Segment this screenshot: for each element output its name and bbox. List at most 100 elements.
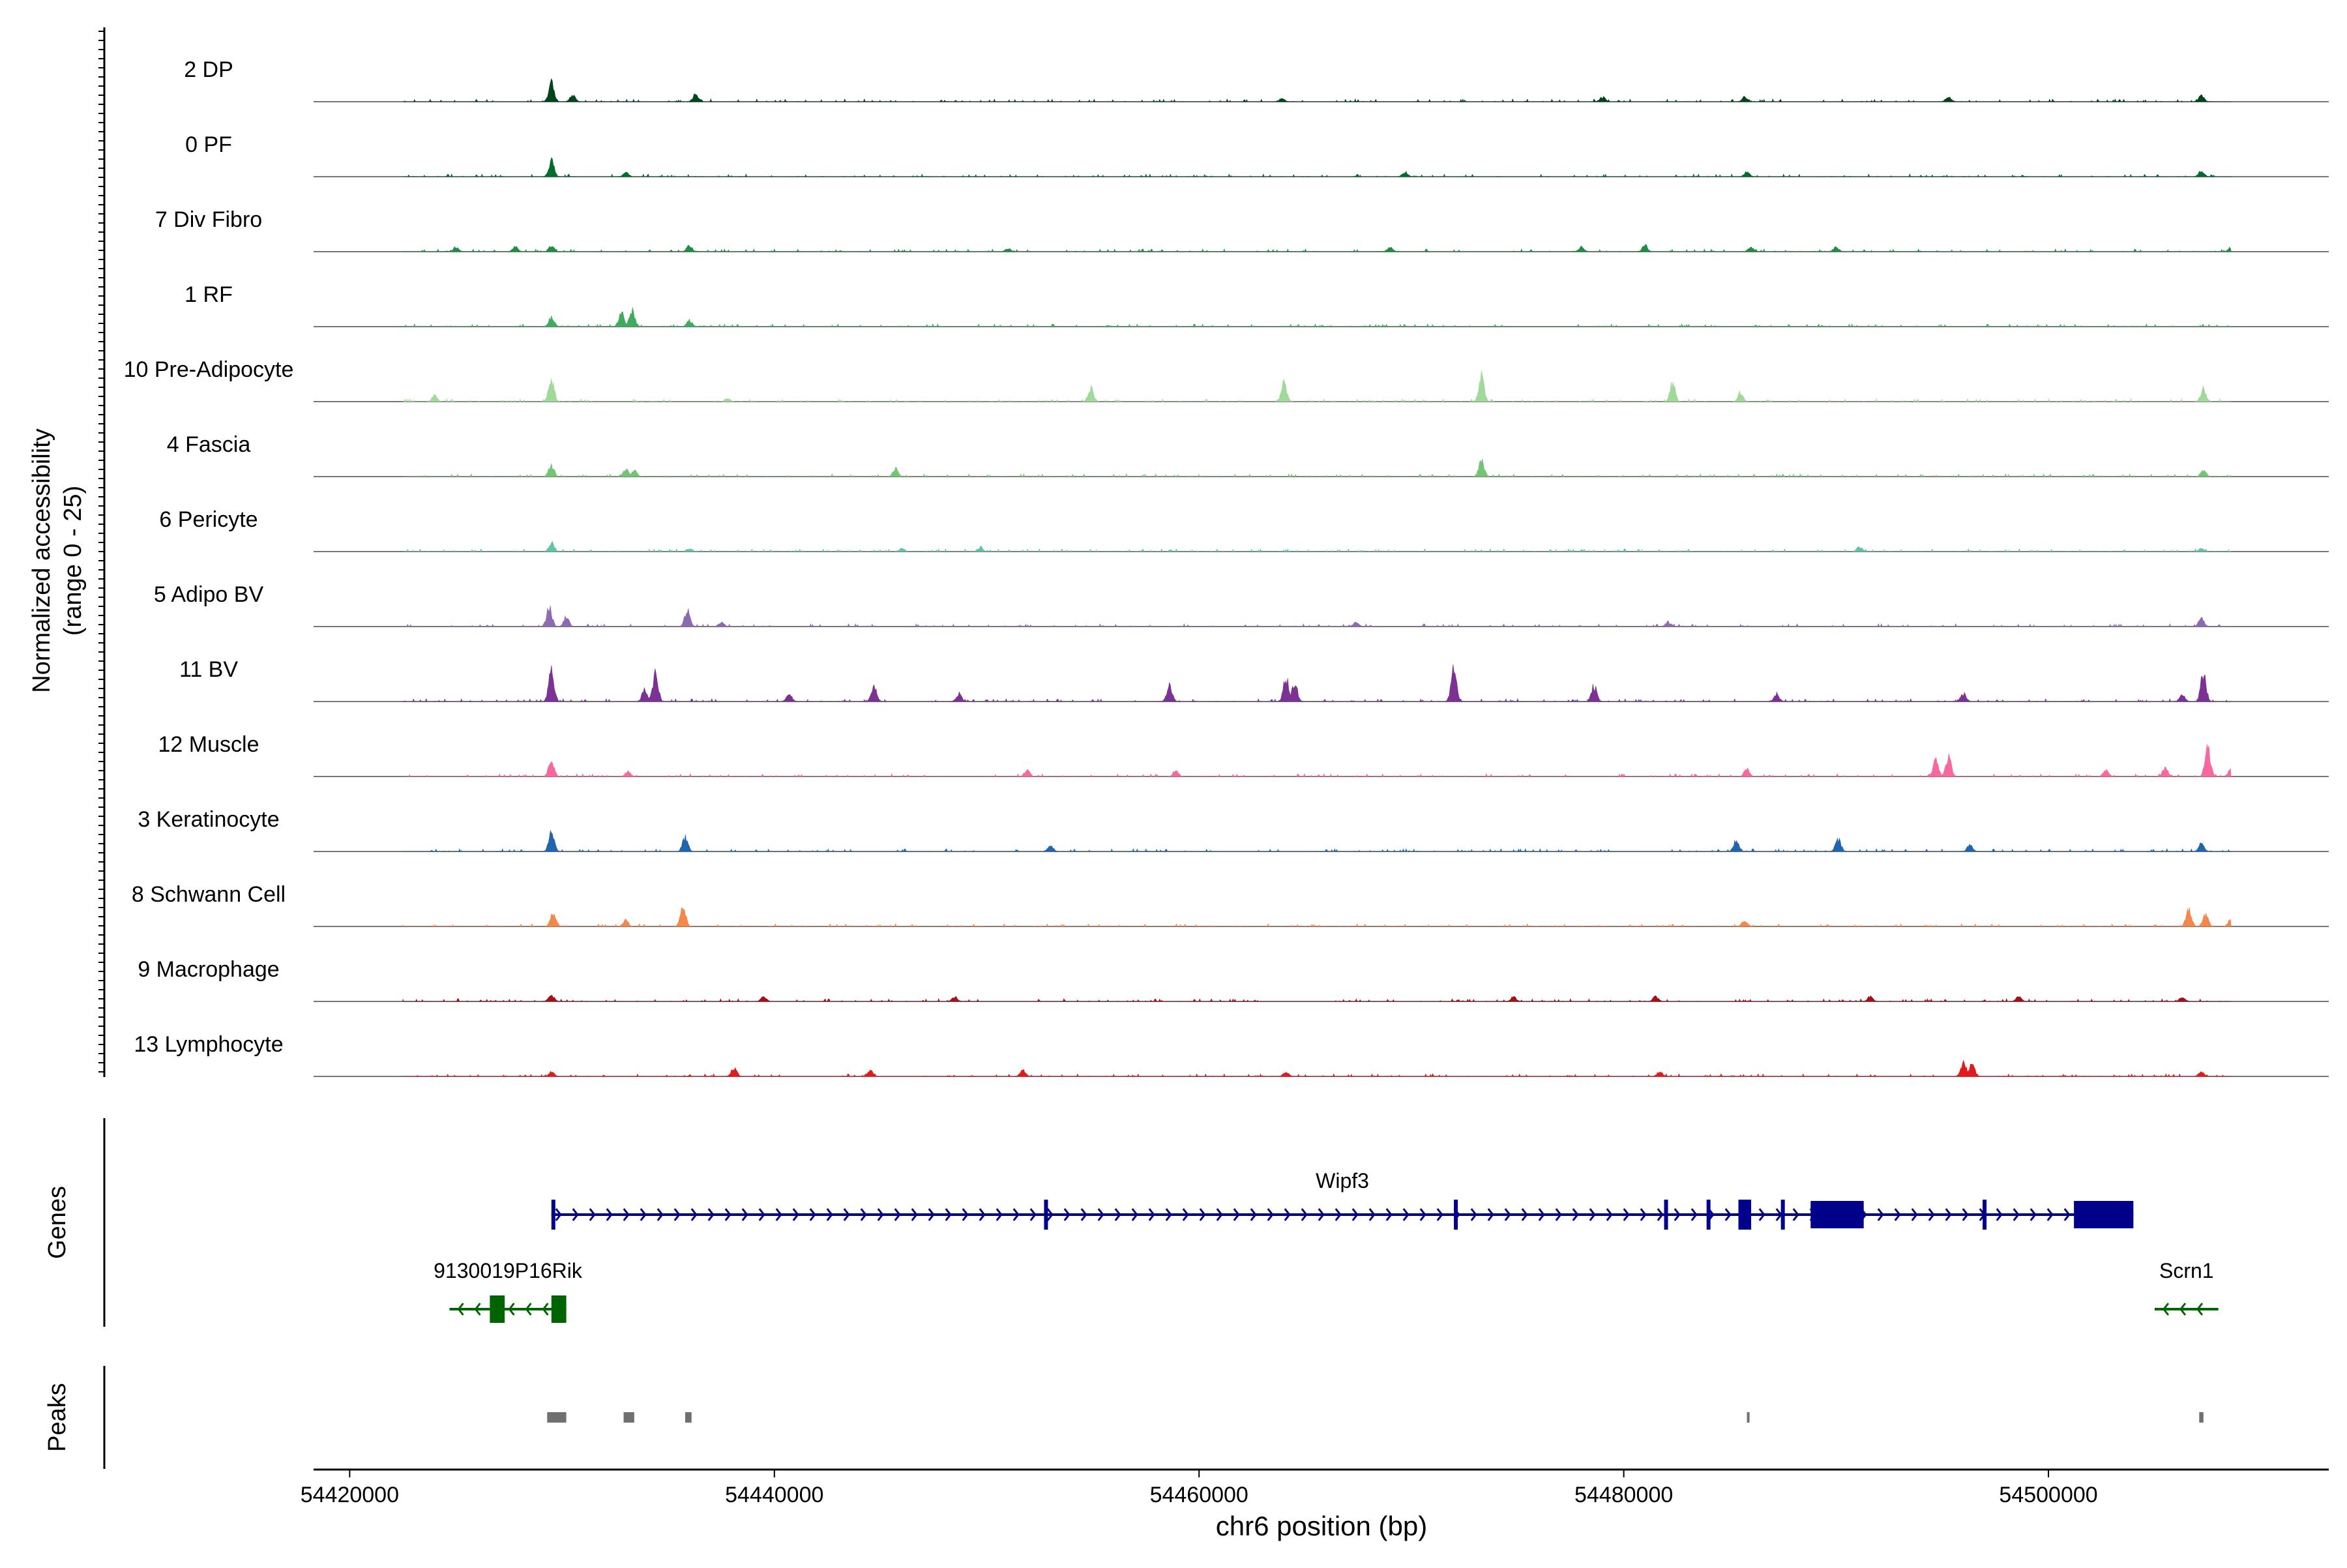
strand-arrow — [1470, 1208, 1477, 1221]
track-1: 0 PF — [185, 132, 2329, 177]
strand-arrow — [1996, 1208, 2003, 1221]
genes-panel: Genes Wipf3 9130019P16Rik Scrn1 — [44, 1118, 2219, 1327]
track-12: 9 Macrophage — [138, 957, 2329, 1002]
track-label: 12 Muscle — [158, 732, 259, 757]
strand-arrow — [1911, 1208, 1918, 1221]
track-label: 6 Pericyte — [159, 507, 258, 532]
track-5: 4 Fascia — [167, 432, 2329, 477]
strand-arrow — [589, 1208, 596, 1221]
coverage-area — [402, 907, 2232, 927]
strand-arrow — [1521, 1208, 1528, 1221]
exon — [1706, 1200, 1711, 1230]
strand-arrow — [1284, 1208, 1291, 1221]
gene-wipf3: Wipf3 — [551, 1169, 2134, 1230]
track-label: 4 Fascia — [167, 432, 251, 457]
strand-arrow — [1097, 1208, 1104, 1221]
exon — [1780, 1200, 1785, 1230]
strand-arrow — [1962, 1208, 1969, 1221]
x-axis-ticks: 54420000 54440000 54460000 54480000 54500000 — [301, 1470, 2098, 1507]
strand-arrow — [826, 1208, 833, 1221]
strand-arrow — [1301, 1208, 1308, 1221]
track-10: 3 Keratinocyte — [138, 807, 2329, 852]
y-axis-title-line1: Normalized accessibility — [28, 428, 55, 692]
strand-arrow — [1012, 1208, 1020, 1221]
exon — [1738, 1200, 1752, 1230]
gene-label: Wipf3 — [1316, 1169, 1369, 1192]
strand-arrow — [1758, 1208, 1765, 1221]
strand-arrow — [1436, 1208, 1443, 1221]
strand-arrow — [673, 1208, 681, 1221]
track-label: 0 PF — [185, 132, 232, 157]
track-label: 7 Div Fibro — [155, 207, 262, 232]
strand-arrow — [1555, 1208, 1562, 1221]
peak-region — [623, 1412, 634, 1423]
track-6: 6 Pericyte — [159, 507, 2329, 552]
y-axis: Normalized accessibility (range 0 - 25) — [28, 27, 106, 1077]
track-label: 5 Adipo BV — [154, 582, 264, 607]
track-label: 3 Keratinocyte — [138, 807, 279, 832]
x-axis: 54420000 54440000 54460000 54480000 54500000… — [301, 1468, 2329, 1541]
track-8: 11 BV — [179, 657, 2329, 702]
track-7: 5 Adipo BV — [154, 582, 2329, 627]
strand-arrow — [457, 1303, 464, 1316]
strand-arrow — [1606, 1208, 1613, 1221]
strand-arrow — [843, 1208, 850, 1221]
strand-arrow — [606, 1208, 613, 1221]
strand-arrow — [1216, 1208, 1223, 1221]
strand-arrow — [894, 1208, 901, 1221]
strand-arrow — [775, 1208, 782, 1221]
gene-9130019p16rik: 9130019P16Rik — [434, 1259, 583, 1323]
track-11: 8 Schwann Cell — [132, 882, 2329, 927]
strand-arrow — [1199, 1208, 1206, 1221]
exon — [1044, 1200, 1048, 1230]
strand-arrow — [979, 1208, 986, 1221]
gene-label: 9130019P16Rik — [434, 1259, 583, 1282]
exon — [551, 1295, 567, 1323]
strand-arrow — [2030, 1208, 2037, 1221]
peak-region — [2199, 1412, 2204, 1423]
strand-arrow — [2046, 1208, 2054, 1221]
strand-arrow — [707, 1208, 715, 1221]
strand-arrow — [1487, 1208, 1494, 1221]
coverage-area — [402, 605, 2232, 627]
exon — [551, 1200, 555, 1230]
strand-arrow — [1267, 1208, 1274, 1221]
strand-arrow — [1589, 1208, 1596, 1221]
coverage-area — [402, 78, 2232, 102]
strand-arrow — [1724, 1208, 1732, 1221]
coverage-area — [402, 540, 2232, 552]
strand-arrow — [1792, 1208, 1799, 1221]
strand-arrow — [1148, 1208, 1155, 1221]
track-label: 1 RF — [185, 282, 233, 307]
strand-arrow — [2063, 1208, 2071, 1221]
strand-arrow — [724, 1208, 731, 1221]
y-axis-title-line2: (range 0 - 25) — [59, 486, 87, 636]
strand-arrow — [1572, 1208, 1579, 1221]
strand-arrow — [1690, 1208, 1698, 1221]
x-axis-title: chr6 position (bp) — [1216, 1511, 1428, 1541]
strand-arrow — [2162, 1303, 2170, 1316]
strand-arrow — [572, 1208, 579, 1221]
coverage-area — [402, 458, 2232, 477]
track-label: 2 DP — [184, 57, 233, 82]
strand-arrow — [2179, 1303, 2187, 1316]
strand-arrow — [640, 1208, 647, 1221]
strand-arrow — [525, 1303, 532, 1316]
exon — [1983, 1200, 1987, 1230]
y-axis-ticks — [98, 31, 104, 1072]
coverage-area — [402, 1059, 2232, 1077]
strand-arrow — [1945, 1208, 1952, 1221]
strand-arrow — [1504, 1208, 1511, 1221]
coverage-area — [402, 157, 2232, 177]
track-13: 13 Lymphocyte — [134, 1032, 2329, 1077]
track-label: 10 Pre-Adipocyte — [124, 357, 294, 382]
exon — [1664, 1200, 1668, 1230]
x-tick-label: 54460000 — [1150, 1483, 1248, 1507]
strand-arrow — [508, 1303, 515, 1316]
coverage-area — [402, 744, 2232, 777]
tracks-layer: 2 DP 0 PF 7 Div Fibro 1 RF 10 Pre-Adipocyte 4… — [124, 57, 2329, 1077]
peaks-panel-label: Peaks — [44, 1383, 71, 1452]
x-tick-label: 54420000 — [301, 1483, 399, 1507]
strand-arrow — [1894, 1208, 1901, 1221]
